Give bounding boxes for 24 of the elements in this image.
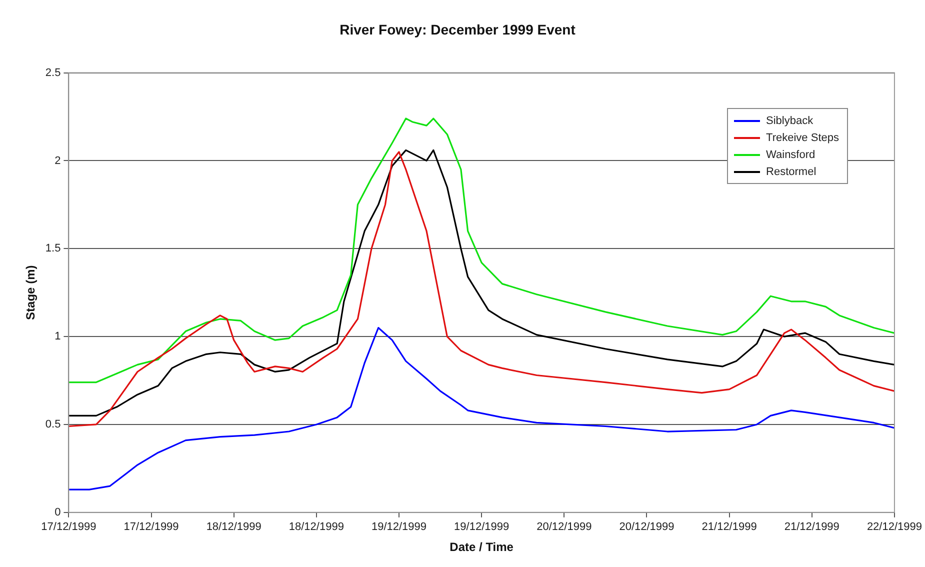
x-tick-label: 20/12/1999: [619, 521, 674, 534]
y-tick-label: 2.5: [45, 66, 61, 79]
legend-label: Siblyback: [766, 114, 814, 126]
y-tick-label: 0: [54, 506, 61, 518]
y-tick-label: 1.5: [45, 242, 61, 255]
x-tick-label: 18/12/1999: [288, 521, 344, 534]
x-tick-label: 21/12/1999: [784, 521, 840, 534]
x-tick-label: 18/12/1999: [206, 521, 262, 534]
y-tick-label: 0.5: [45, 418, 61, 431]
chart-title: River Fowey: December 1999 Event: [340, 21, 576, 38]
x-axis-title: Date / Time: [450, 540, 514, 554]
y-tick-label: 1: [54, 330, 61, 343]
x-tick-label: 19/12/1999: [371, 521, 427, 534]
legend-label: Wainsford: [766, 148, 816, 160]
x-tick-label: 21/12/1999: [702, 521, 757, 534]
x-tick-label: 17/12/1999: [41, 521, 96, 534]
legend-label: Trekeive Steps: [766, 132, 839, 144]
y-tick-label: 2: [54, 154, 61, 167]
legend-label: Restormel: [766, 166, 816, 178]
y-axis-title: Stage (m): [24, 265, 38, 320]
x-tick-label: 20/12/1999: [536, 521, 592, 534]
x-tick-label: 19/12/1999: [454, 521, 510, 534]
x-tick-label: 17/12/1999: [124, 521, 179, 534]
x-tick-label: 22/12/1999: [866, 521, 922, 534]
